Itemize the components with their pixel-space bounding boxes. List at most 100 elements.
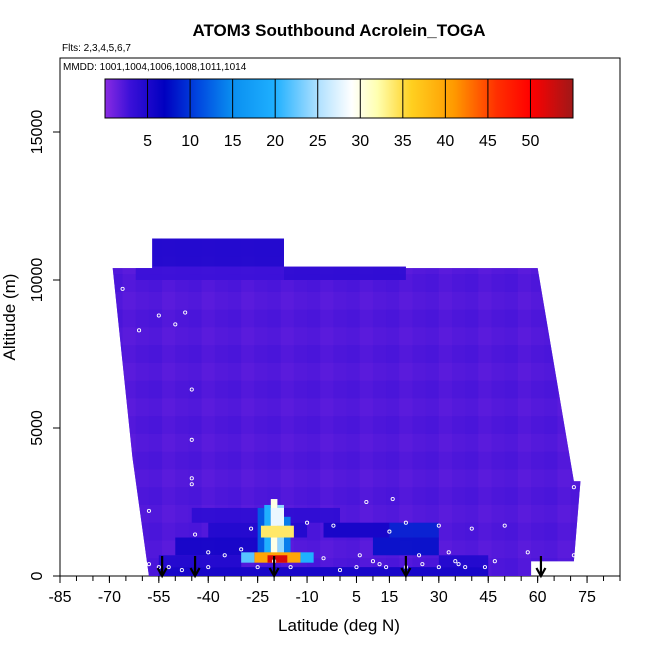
field-cell bbox=[175, 537, 258, 556]
sample-point bbox=[305, 520, 310, 525]
sample-point bbox=[469, 526, 474, 531]
sample-point bbox=[146, 508, 151, 513]
field-layer bbox=[112, 345, 581, 363]
field-cell bbox=[135, 266, 284, 280]
x-axis-label: Latitude (deg N) bbox=[278, 616, 400, 635]
sample-point bbox=[179, 568, 184, 573]
sample-point bbox=[370, 559, 375, 564]
sample-point bbox=[482, 565, 487, 570]
field-cell bbox=[161, 221, 162, 239]
sample-point bbox=[390, 496, 395, 502]
field-cell bbox=[438, 555, 489, 568]
x-tick-label: -40 bbox=[197, 589, 220, 606]
field-band bbox=[478, 238, 492, 576]
sample-point bbox=[156, 313, 161, 318]
field-band bbox=[491, 238, 505, 576]
sample-point bbox=[436, 523, 441, 528]
sample-point bbox=[249, 526, 254, 531]
x-tick-label: -70 bbox=[98, 589, 121, 606]
sample-point bbox=[331, 523, 336, 528]
plume-layer bbox=[300, 552, 314, 563]
field-band bbox=[399, 238, 413, 576]
sample-point bbox=[420, 562, 425, 567]
x-tick-label: 15 bbox=[381, 589, 399, 606]
field-layer bbox=[112, 380, 581, 399]
sample-point bbox=[403, 520, 408, 525]
field-band bbox=[267, 238, 281, 576]
field-band bbox=[148, 238, 163, 576]
sample-point bbox=[173, 322, 178, 327]
field-layer bbox=[112, 291, 581, 310]
sample-point bbox=[354, 565, 359, 570]
field-band bbox=[386, 238, 400, 576]
field-band bbox=[452, 238, 466, 576]
colorbar-gradient bbox=[104, 78, 574, 119]
x-tick-label: -55 bbox=[147, 589, 170, 606]
sample-point bbox=[189, 482, 194, 487]
plume-layer bbox=[260, 525, 294, 538]
field-band bbox=[584, 58, 597, 576]
colorbar-tick-label: 5 bbox=[143, 133, 152, 150]
sample-point bbox=[571, 553, 576, 558]
flights-note: Flts: 2,3,4,5,6,7 bbox=[62, 43, 131, 54]
colorbar-tick-label: 35 bbox=[394, 133, 412, 150]
field-band bbox=[372, 238, 387, 576]
sample-point bbox=[255, 565, 260, 570]
y-axis: 0 5000 10000 15000 bbox=[29, 110, 60, 580]
sample-point bbox=[387, 529, 392, 534]
field-band bbox=[228, 238, 242, 576]
field-band bbox=[425, 238, 439, 576]
field-band bbox=[241, 238, 255, 576]
sample-point bbox=[436, 565, 441, 570]
x-tick-label: 60 bbox=[529, 589, 547, 606]
field-band bbox=[201, 238, 215, 576]
plume-layer bbox=[267, 555, 288, 563]
field-layer bbox=[112, 309, 581, 328]
sample-point bbox=[502, 523, 507, 528]
x-tick-label: 45 bbox=[479, 589, 497, 606]
field-cell bbox=[152, 238, 284, 267]
sample-point bbox=[193, 532, 198, 537]
field-band bbox=[320, 238, 334, 576]
dates-note: MMDD: 1001,1004,1006,1008,1011,1014 bbox=[63, 62, 247, 73]
field-band bbox=[162, 238, 176, 576]
sample-point bbox=[463, 565, 468, 570]
field-band bbox=[214, 238, 228, 576]
field-cell bbox=[158, 555, 242, 568]
field-band bbox=[346, 238, 360, 576]
y-tick-label: 0 bbox=[29, 571, 46, 580]
field-layer bbox=[112, 327, 581, 346]
colorbar-tick-label: 15 bbox=[224, 133, 242, 150]
sample-point bbox=[206, 565, 211, 570]
x-tick-label: -10 bbox=[295, 589, 318, 606]
field-layer bbox=[112, 487, 581, 505]
colorbar-tick-label: 50 bbox=[522, 133, 540, 150]
colorbar-tick-label: 30 bbox=[351, 133, 369, 150]
y-tick-label: 10000 bbox=[29, 258, 46, 303]
colorbar-tick-label: 25 bbox=[309, 133, 327, 150]
field-band bbox=[307, 238, 321, 576]
flight-arrows bbox=[156, 556, 547, 579]
sample-point bbox=[453, 559, 458, 564]
sample-point bbox=[542, 562, 547, 567]
y-axis-label: Altitude (m) bbox=[0, 274, 19, 361]
x-tick-label: -25 bbox=[246, 589, 269, 606]
field-band bbox=[412, 238, 426, 576]
flight-arrow-icon bbox=[156, 556, 168, 579]
x-tick-label: -85 bbox=[48, 589, 71, 606]
sample-point bbox=[189, 437, 194, 442]
sample-point bbox=[377, 562, 382, 567]
field-layer bbox=[112, 398, 581, 417]
flight-arrow-icon bbox=[535, 556, 547, 579]
sample-point bbox=[571, 485, 576, 490]
field-layer bbox=[112, 540, 581, 559]
sample-point bbox=[189, 476, 194, 481]
sample-point bbox=[357, 553, 362, 558]
x-tick-label: 5 bbox=[352, 589, 361, 606]
flight-arrow-icon bbox=[189, 556, 201, 579]
field-layer bbox=[112, 362, 581, 381]
sample-point bbox=[337, 568, 343, 573]
sample-point bbox=[183, 310, 188, 315]
sample-point bbox=[137, 328, 142, 333]
y-tick-label: 5000 bbox=[29, 410, 46, 446]
